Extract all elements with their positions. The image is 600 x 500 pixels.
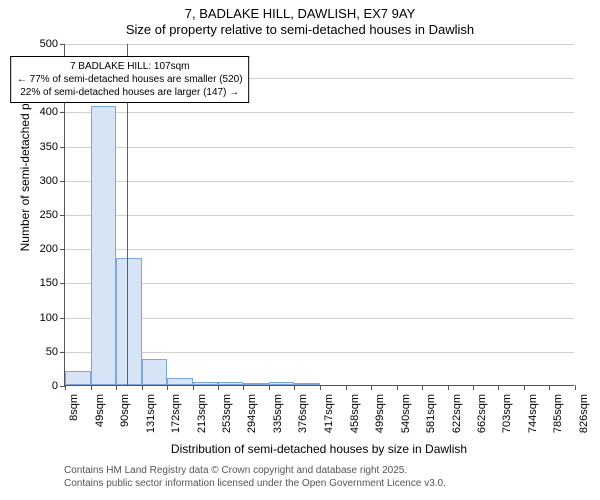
gridline-h (65, 249, 574, 250)
xtick-mark (116, 385, 117, 390)
xtick-label: 826sqm (578, 394, 590, 444)
footer-line-1: Contains HM Land Registry data © Crown c… (64, 464, 446, 477)
histogram-bar (167, 378, 193, 385)
title-line-2: Size of property relative to semi-detach… (0, 22, 600, 38)
histogram-bar (116, 258, 142, 385)
ytick-mark (60, 112, 65, 113)
xtick-label: 703sqm (501, 394, 513, 444)
histogram-bar (294, 383, 320, 385)
xtick-label: 253sqm (221, 394, 233, 444)
histogram-bar (269, 382, 295, 385)
title-line-1: 7, BADLAKE HILL, DAWLISH, EX7 9AY (0, 6, 600, 22)
histogram-bar (218, 382, 244, 385)
footer: Contains HM Land Registry data © Crown c… (64, 464, 446, 490)
xtick-label: 335sqm (272, 394, 284, 444)
histogram-bar (142, 359, 168, 385)
histogram-bar (65, 371, 91, 385)
xtick-mark (142, 385, 143, 390)
xtick-label: 417sqm (323, 394, 335, 444)
xtick-mark (243, 385, 244, 390)
ytick-label: 250 (30, 209, 58, 221)
xtick-label: 458sqm (349, 394, 361, 444)
ytick-label: 400 (30, 106, 58, 118)
xtick-label: 131sqm (145, 394, 157, 444)
xtick-label: 499sqm (374, 394, 386, 444)
xtick-mark (422, 385, 423, 390)
ytick-mark (60, 147, 65, 148)
xtick-mark (473, 385, 474, 390)
xtick-label: 172sqm (170, 394, 182, 444)
ytick-label: 300 (30, 175, 58, 187)
xtick-mark (549, 385, 550, 390)
xtick-label: 622sqm (451, 394, 463, 444)
xtick-mark (269, 385, 270, 390)
ytick-label: 500 (30, 38, 58, 50)
xtick-mark (397, 385, 398, 390)
chart-container: 7, BADLAKE HILL, DAWLISH, EX7 9AY Size o… (0, 0, 600, 500)
xtick-label: 581sqm (425, 394, 437, 444)
xtick-label: 90sqm (119, 394, 131, 444)
ytick-label: 150 (30, 277, 58, 289)
gridline-h (65, 112, 574, 113)
ytick-mark (60, 352, 65, 353)
ytick-label: 50 (30, 346, 58, 358)
xtick-mark (320, 385, 321, 390)
xtick-mark (498, 385, 499, 390)
ytick-label: 350 (30, 141, 58, 153)
x-axis-title: Distribution of semi-detached houses by … (64, 442, 574, 456)
xtick-label: 49sqm (94, 394, 106, 444)
xtick-mark (346, 385, 347, 390)
xtick-mark (448, 385, 449, 390)
xtick-label: 8sqm (68, 394, 80, 444)
annotation-line-3: 22% of semi-detached houses are larger (… (17, 86, 243, 99)
gridline-h (65, 44, 574, 45)
xtick-mark (218, 385, 219, 390)
xtick-mark (294, 385, 295, 390)
ytick-label: 0 (30, 380, 58, 392)
xtick-label: 294sqm (246, 394, 258, 444)
title-block: 7, BADLAKE HILL, DAWLISH, EX7 9AY Size o… (0, 0, 600, 39)
xtick-mark (371, 385, 372, 390)
annotation-line-1: 7 BADLAKE HILL: 107sqm (17, 60, 243, 73)
xtick-label: 540sqm (400, 394, 412, 444)
ytick-mark (60, 283, 65, 284)
histogram-bar (193, 382, 219, 385)
ytick-label: 200 (30, 243, 58, 255)
histogram-bar (243, 383, 269, 385)
xtick-label: 785sqm (552, 394, 564, 444)
xtick-mark (524, 385, 525, 390)
xtick-label: 376sqm (297, 394, 309, 444)
gridline-h (65, 147, 574, 148)
xtick-label: 744sqm (527, 394, 539, 444)
footer-line-2: Contains public sector information licen… (64, 477, 446, 490)
ytick-label: 100 (30, 312, 58, 324)
ytick-mark (60, 44, 65, 45)
xtick-label: 213sqm (196, 394, 208, 444)
ytick-mark (60, 249, 65, 250)
ytick-mark (60, 181, 65, 182)
histogram-bar (91, 106, 117, 385)
ytick-mark (60, 215, 65, 216)
xtick-mark (575, 385, 576, 390)
annotation-line-2: ← 77% of semi-detached houses are smalle… (17, 73, 243, 86)
xtick-mark (193, 385, 194, 390)
gridline-h (65, 181, 574, 182)
annotation-box: 7 BADLAKE HILL: 107sqm← 77% of semi-deta… (10, 56, 250, 103)
gridline-h (65, 215, 574, 216)
xtick-mark (65, 385, 66, 390)
xtick-mark (167, 385, 168, 390)
xtick-label: 662sqm (476, 394, 488, 444)
xtick-mark (91, 385, 92, 390)
ytick-mark (60, 318, 65, 319)
